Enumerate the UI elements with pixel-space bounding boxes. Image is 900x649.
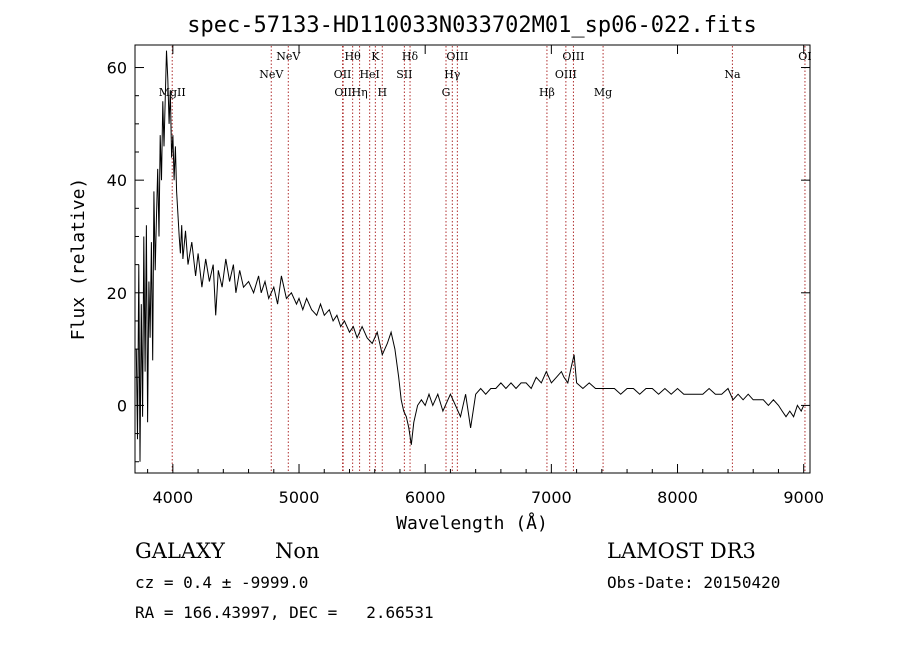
x-tick-label-4: 8000: [657, 488, 698, 507]
emission-line-markers: [171, 46, 806, 472]
line-label-4: OII: [334, 86, 352, 99]
line-label-11: Hδ: [402, 50, 419, 63]
obs-date: Obs-Date: 20150420: [607, 573, 781, 592]
line-label-12: G: [442, 86, 451, 99]
x-tick-label-3: 7000: [531, 488, 572, 507]
y-axis-ticks: 0 20 40 60: [107, 59, 810, 463]
line-label-20: OI: [798, 50, 811, 63]
line-label-0: MgII: [159, 86, 186, 99]
subclass-label: Non: [275, 539, 320, 563]
y-tick-label-0: 0: [117, 396, 127, 415]
line-label-19: Na: [724, 68, 741, 81]
y-axis-label: Flux (relative): [68, 178, 89, 341]
line-label-15: Hβ: [539, 86, 555, 99]
survey-label: LAMOST DR3: [607, 539, 756, 563]
line-label-5: Hθ: [345, 50, 362, 63]
x-tick-label-0: 4000: [152, 488, 193, 507]
y-tick-label-3: 60: [107, 59, 127, 78]
x-axis-ticks: 4000 5000 6000 7000 8000 9000: [147, 45, 824, 507]
spectrum-line: [135, 50, 805, 462]
plot-frame: [134, 44, 811, 474]
y-tick-label-2: 40: [107, 171, 127, 190]
cz-readout: cz = 0.4 ± -9999.0: [135, 573, 309, 592]
y-tick-label-1: 20: [107, 284, 127, 303]
line-label-16: OIII: [555, 68, 577, 81]
coordinates: RA = 166.43997, DEC = 2.66531: [135, 603, 434, 622]
x-axis-label: Wavelength (Å): [396, 512, 548, 534]
line-label-17: OIII: [562, 50, 584, 63]
line-label-3: OII: [334, 68, 352, 81]
x-tick-label-2: 6000: [405, 488, 446, 507]
line-label-18: Mg: [594, 86, 612, 99]
line-label-13: Hγ: [444, 68, 461, 81]
x-tick-label-1: 5000: [279, 488, 320, 507]
line-label-1: NeV: [259, 68, 284, 81]
class-label: GALAXY: [135, 539, 225, 563]
line-label-2: NeV: [276, 50, 301, 63]
line-label-8: K: [371, 50, 380, 63]
line-label-7: HeI: [359, 68, 379, 81]
emission-line-labels: MgIINeVNeVOIIOIIHθHηHeIKHSIIHδGHγOIIIHβO…: [159, 50, 812, 99]
line-label-9: H: [377, 86, 387, 99]
x-tick-label-5: 9000: [783, 488, 824, 507]
line-label-14: OIII: [446, 50, 468, 63]
chart-title: spec-57133-HD110033N033702M01_sp06-022.f…: [187, 13, 757, 38]
line-label-6: Hη: [351, 86, 367, 99]
line-label-10: SII: [396, 68, 412, 81]
